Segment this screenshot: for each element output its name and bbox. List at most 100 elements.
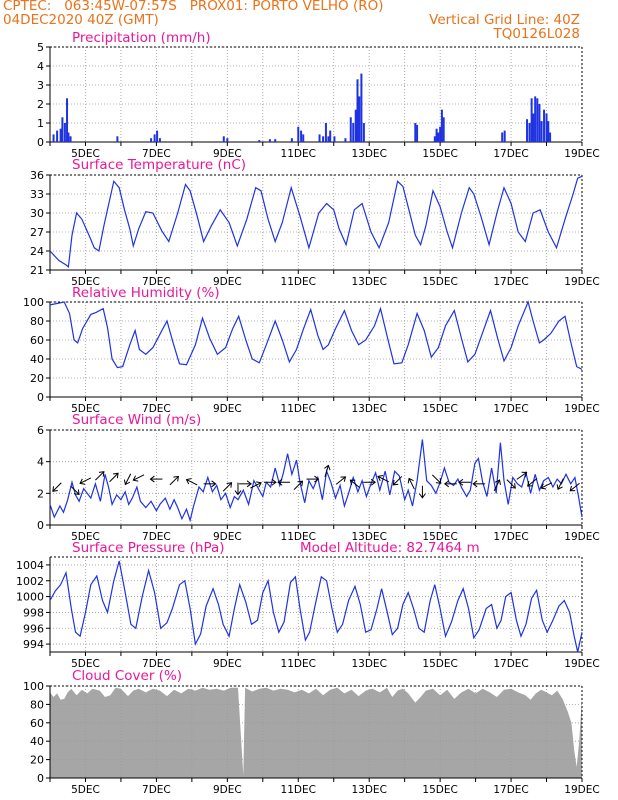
y-tick-label: 24 bbox=[30, 245, 44, 258]
x-tick-label: 5DEC bbox=[71, 784, 100, 796]
y-tick-label: 1002 bbox=[16, 575, 44, 588]
y-tick-label: 994 bbox=[23, 638, 44, 651]
precip-bar bbox=[324, 123, 327, 142]
wind-arrow bbox=[79, 477, 92, 484]
x-tick-label: 9DEC bbox=[213, 531, 242, 543]
wind-arrow bbox=[222, 482, 232, 492]
wind-arrow-head bbox=[149, 475, 155, 483]
precip-bar bbox=[528, 123, 531, 142]
precip-bar bbox=[153, 134, 156, 142]
x-tick-label: 19DEC bbox=[564, 403, 599, 415]
precip-bar bbox=[344, 138, 347, 142]
precip-bar bbox=[300, 130, 303, 142]
x-tick-label: 9DEC bbox=[213, 403, 242, 415]
y-tick-label: 80 bbox=[30, 315, 44, 328]
wind-arrow-head bbox=[79, 478, 86, 485]
wind-arrow bbox=[506, 479, 516, 489]
x-tick-label: 19DEC bbox=[564, 276, 599, 288]
x-tick-label: 11DEC bbox=[281, 403, 316, 415]
precip-bar bbox=[530, 98, 533, 142]
y-tick-label: 100 bbox=[23, 296, 44, 309]
wind-arrow-head bbox=[349, 479, 356, 486]
wind-arrow bbox=[557, 478, 564, 490]
precip-bar bbox=[116, 136, 119, 142]
y-tick-label: 20 bbox=[30, 372, 44, 385]
header-station: CPTEC: 063:45W-07:57S PROX01: PORTO VELH… bbox=[3, 0, 384, 14]
precip-bar bbox=[156, 130, 159, 142]
panel-4 bbox=[46, 556, 583, 656]
y-tick-label: 6 bbox=[37, 424, 44, 437]
wind-arrow bbox=[493, 479, 501, 492]
x-tick-label: 7DEC bbox=[142, 403, 171, 415]
precip-bar bbox=[297, 126, 300, 142]
precip-bar bbox=[66, 98, 69, 142]
wind-arrow bbox=[250, 482, 262, 489]
panel-5 bbox=[46, 685, 583, 782]
precip-bar bbox=[63, 123, 66, 142]
panel-1 bbox=[46, 174, 583, 274]
wind-arrow-head bbox=[370, 478, 377, 486]
wind-arrow bbox=[186, 479, 198, 486]
y-tick-label: 0 bbox=[37, 136, 44, 149]
wind-arrow-head bbox=[435, 478, 442, 484]
wind-arrow-head bbox=[510, 483, 516, 489]
precip-bar bbox=[526, 119, 529, 142]
wind-arrow bbox=[527, 478, 538, 487]
x-tick-label: 13DEC bbox=[351, 531, 386, 543]
precip-bar bbox=[352, 123, 355, 142]
x-tick-label: 19DEC bbox=[564, 531, 599, 543]
y-tick-label: 40 bbox=[30, 735, 44, 748]
wind-arrow bbox=[540, 482, 553, 489]
precip-bar bbox=[69, 136, 72, 142]
precip-bar bbox=[549, 132, 552, 142]
wind-arrow-head bbox=[443, 480, 450, 488]
precip-bar bbox=[360, 73, 363, 142]
precip-bar bbox=[61, 117, 64, 142]
y-tick-label: 27 bbox=[30, 226, 44, 239]
x-tick-label: 17DEC bbox=[493, 531, 528, 543]
precip-bar bbox=[358, 96, 361, 142]
panel-title: Cloud Cover (%) bbox=[72, 668, 182, 684]
x-tick-label: 7DEC bbox=[142, 531, 171, 543]
y-tick-label: 30 bbox=[30, 207, 44, 220]
y-tick-label: 21 bbox=[30, 264, 44, 277]
y-tick-label: 1000 bbox=[16, 591, 44, 604]
wind-arrow-head bbox=[52, 486, 58, 492]
x-tick-label: 7DEC bbox=[142, 658, 171, 670]
precip-bar bbox=[56, 130, 59, 142]
precip-bar bbox=[442, 117, 445, 142]
precip-bar bbox=[534, 96, 537, 142]
y-tick-label: 1004 bbox=[16, 559, 44, 572]
wind-arrow bbox=[408, 478, 415, 490]
x-tick-label: 13DEC bbox=[351, 784, 386, 796]
wind-arrow-head bbox=[314, 475, 320, 483]
wind-arrow-head bbox=[185, 478, 192, 485]
x-tick-label: 17DEC bbox=[493, 403, 528, 415]
precip-bar bbox=[290, 138, 293, 142]
wind-arrow-head bbox=[297, 480, 304, 487]
precip-bar bbox=[440, 109, 443, 142]
precip-bar bbox=[329, 130, 332, 142]
x-tick-label: 19DEC bbox=[564, 658, 599, 670]
wind-arrow-head bbox=[377, 475, 384, 482]
wind-arrow bbox=[392, 476, 403, 486]
precip-bar bbox=[545, 113, 548, 142]
x-tick-label: 15DEC bbox=[422, 148, 457, 160]
y-tick-label: 0 bbox=[37, 519, 44, 532]
precip-bar bbox=[226, 138, 229, 142]
y-tick-label: 1 bbox=[37, 117, 44, 130]
x-tick-label: 17DEC bbox=[493, 276, 528, 288]
precip-bar bbox=[268, 139, 271, 142]
wind-arrow bbox=[516, 472, 527, 480]
x-tick-label: 19DEC bbox=[564, 784, 599, 796]
wind-arrow-head bbox=[392, 479, 399, 486]
precip-bar bbox=[543, 109, 546, 142]
wind-arrow bbox=[377, 475, 389, 483]
x-tick-label: 15DEC bbox=[422, 531, 457, 543]
y-tick-label: 60 bbox=[30, 334, 44, 347]
x-tick-label: 15DEC bbox=[422, 784, 457, 796]
precip-bar bbox=[362, 123, 365, 142]
precip-bar bbox=[150, 138, 153, 142]
precip-bar bbox=[538, 104, 541, 142]
wind-arrow-head bbox=[458, 478, 464, 486]
